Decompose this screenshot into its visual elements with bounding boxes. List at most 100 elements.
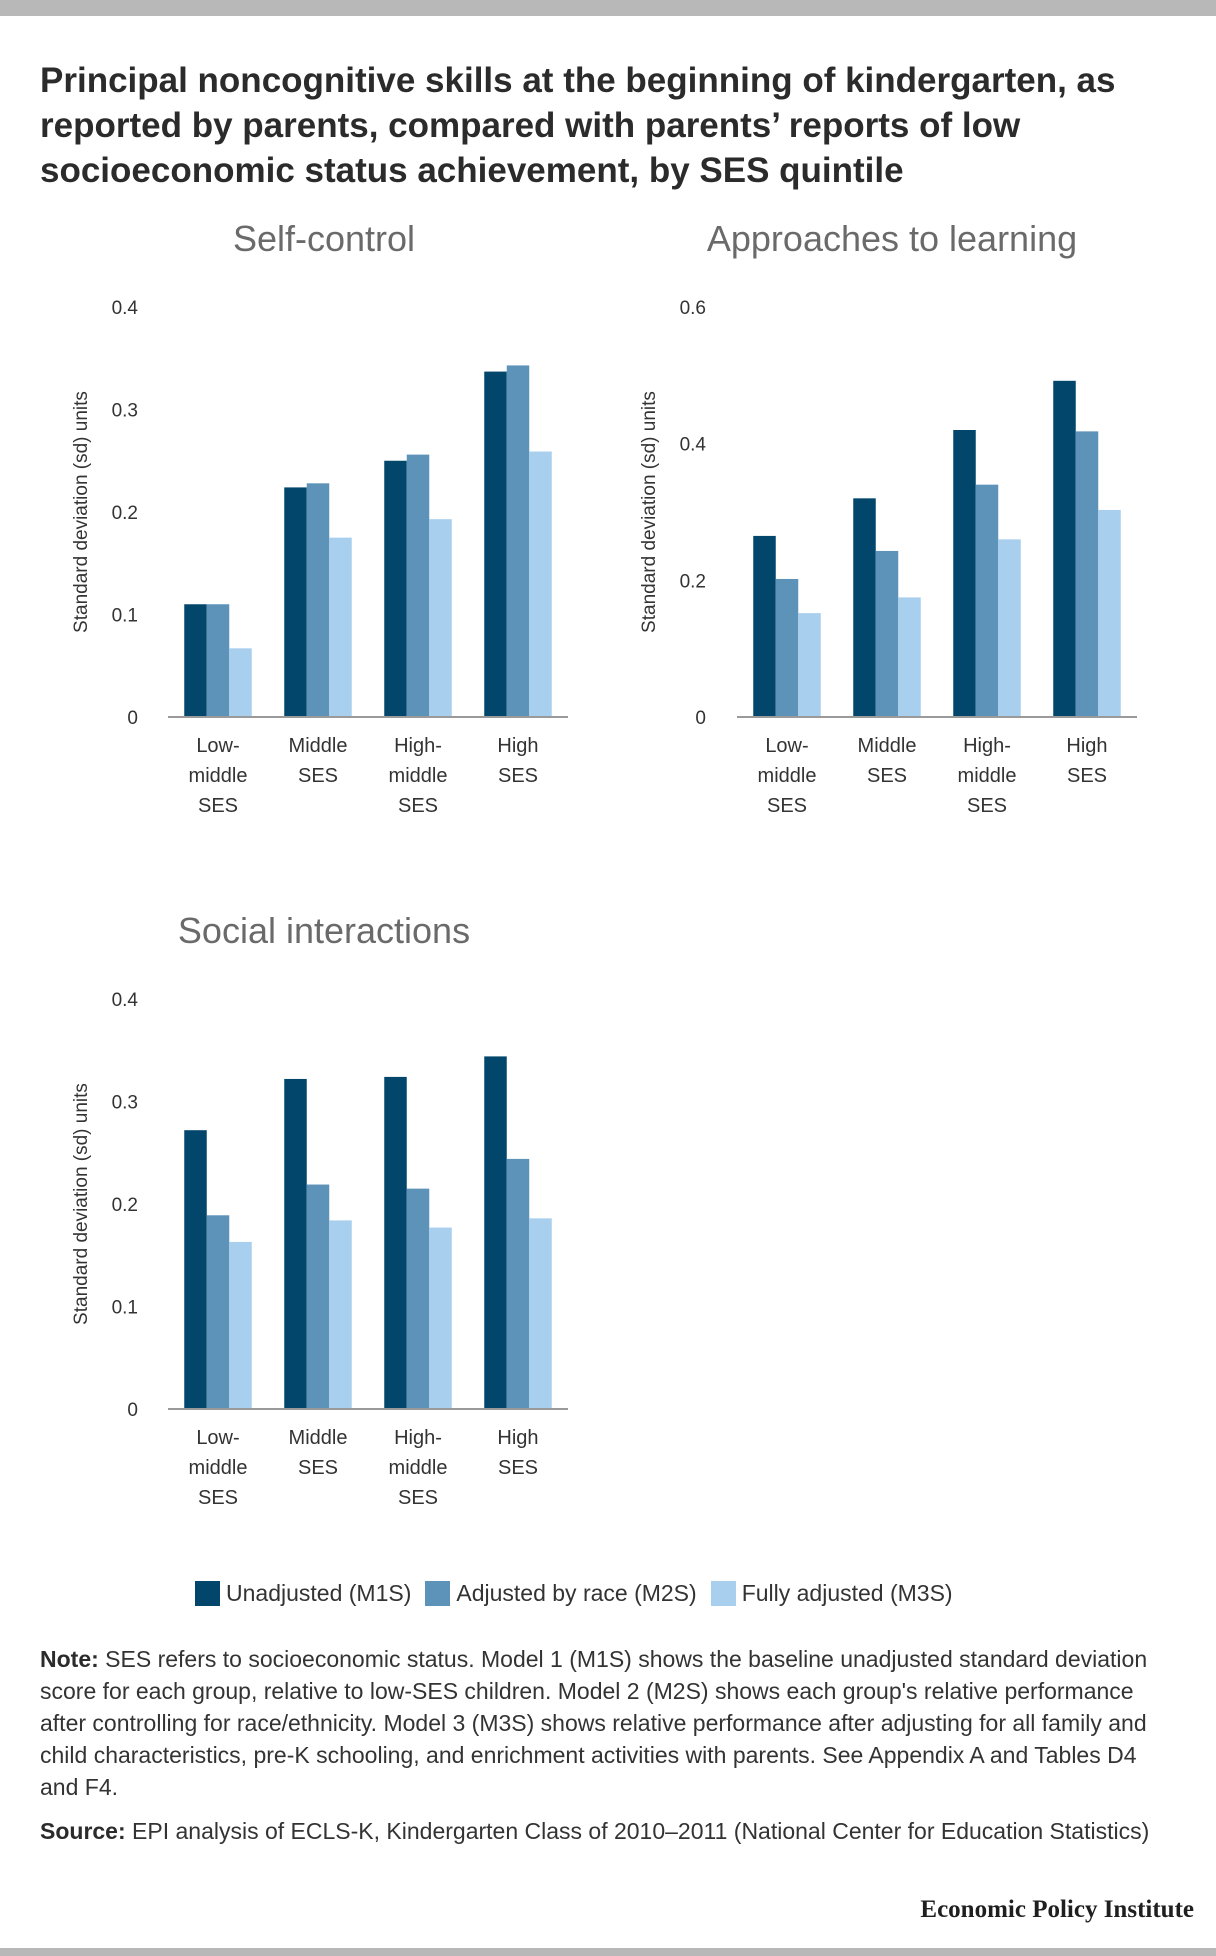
chart2-bar-m1s <box>753 535 776 717</box>
chart2-bar-m3s <box>798 613 821 717</box>
note-text: Note: SES refers to socioeconomic status… <box>40 1643 1180 1803</box>
chart2-bar-m3s <box>998 539 1021 717</box>
chart1-y-axis-label: Standard deviation (sd) units <box>71 391 92 633</box>
legend-label-m1s: Unadjusted (M1S) <box>226 1580 412 1606</box>
legend-item-m3s: Fully adjusted (M3S) <box>710 1580 953 1607</box>
chart2-category-label: middle <box>758 765 817 787</box>
chart1-bar-m3s <box>329 537 352 717</box>
chart1-bar-m3s <box>229 648 252 717</box>
legend-swatch-m3s <box>710 1581 736 1606</box>
chart3-bar-m3s <box>329 1220 352 1409</box>
chart3-ytick-label: 0.3 <box>112 1093 138 1114</box>
bottom-border <box>0 1948 1216 1956</box>
chart3-category-label: middle <box>189 1457 248 1479</box>
legend-swatch-m2s <box>425 1581 451 1606</box>
chart1-bar-m1s <box>284 487 307 717</box>
chart1-ytick-label: 0.1 <box>112 606 138 627</box>
chart3-category-label: SES <box>198 1487 238 1509</box>
chart3-category-label: middle <box>389 1457 448 1479</box>
chart2-bar-m2s <box>1075 431 1099 717</box>
legend: Unadjusted (M1S) Adjusted by race (M2S) … <box>195 1580 953 1607</box>
chart2-bar-m2s <box>875 550 899 717</box>
chart2-bar-m1s <box>853 498 876 717</box>
legend-label-m2s: Adjusted by race (M2S) <box>456 1580 697 1606</box>
chart2-category-label: High <box>1066 735 1107 757</box>
chart1-ytick-label: 0.2 <box>112 503 138 524</box>
source-body: EPI analysis of ECLS-K, Kindergarten Cla… <box>125 1818 1150 1844</box>
chart3-bar-m1s <box>184 1130 207 1409</box>
chart1-category-label: High- <box>394 735 442 757</box>
chart1-bar-m2s <box>506 365 530 717</box>
chart2-ytick-label: 0 <box>695 708 706 729</box>
chart3-category-label: Middle <box>289 1427 348 1449</box>
chart2-bar-m3s <box>898 597 921 717</box>
chart2-bar-m3s <box>1098 509 1121 717</box>
chart2-ytick-label: 0.6 <box>680 298 706 319</box>
chart3-bar-m2s <box>406 1188 430 1409</box>
chart2-bar-m2s <box>775 578 799 717</box>
chart1-category-label: middle <box>389 765 448 787</box>
chart1-ytick-label: 0.3 <box>112 401 138 422</box>
chart3-title: Social interactions <box>178 910 470 951</box>
chart1-category-label: High <box>497 735 538 757</box>
chart3-bar-m2s <box>306 1184 330 1409</box>
chart3-bar-m3s <box>429 1227 452 1409</box>
chart3-bar-m2s <box>506 1158 530 1409</box>
note-label: Note: <box>40 1646 99 1672</box>
chart2-category-label: SES <box>867 765 907 787</box>
chart1-bar-m1s <box>384 460 407 717</box>
chart3-ytick-label: 0.2 <box>112 1195 138 1216</box>
chart2-title: Approaches to learning <box>707 218 1077 259</box>
chart2-category-label: SES <box>767 795 807 817</box>
chart3-category-label: High <box>497 1427 538 1449</box>
chart2-category-label: middle <box>958 765 1017 787</box>
chart2-bar-m2s <box>975 484 999 717</box>
chart3-bar-m2s <box>206 1215 230 1409</box>
charts-canvas: Self-control 0 0.1 0.2 0.3 0.4 Standard deviat… <box>71 218 1137 1509</box>
chart1-category-label: SES <box>398 795 438 817</box>
chart2-category-label: SES <box>967 795 1007 817</box>
chart1-category-label: SES <box>298 765 338 787</box>
chart1-bar-m2s <box>206 604 230 717</box>
chart1-bar-m1s <box>184 604 207 717</box>
chart3-category-label: SES <box>298 1457 338 1479</box>
chart3-bar-m1s <box>384 1076 407 1409</box>
chart3-bar-m1s <box>284 1078 307 1409</box>
chart1-bar-m2s <box>406 454 430 717</box>
chart2-bar-m1s <box>953 430 976 717</box>
chart1-bar-m2s <box>306 483 330 717</box>
top-border <box>0 0 1216 16</box>
chart2-ytick-label: 0.4 <box>680 435 707 456</box>
source-text: Source: EPI analysis of ECLS-K, Kinderga… <box>40 1815 1180 1847</box>
page-title: Principal noncognitive skills at the beg… <box>40 61 1116 190</box>
brand-logo-text: Economic Policy Institute <box>920 1896 1194 1923</box>
chart1-category-label: SES <box>198 795 238 817</box>
chart2-y-axis-label: Standard deviation (sd) units <box>639 391 660 633</box>
chart3-bar-m3s <box>529 1218 552 1409</box>
chart2-category-label: High- <box>963 735 1011 757</box>
note-body: SES refers to socioeconomic status. Mode… <box>40 1646 1148 1800</box>
chart3-ytick-label: 0.1 <box>112 1298 138 1319</box>
chart1-category-label: SES <box>498 765 538 787</box>
source-label: Source: <box>40 1818 126 1844</box>
chart1-category-label: middle <box>189 765 248 787</box>
chart2-ytick-label: 0.2 <box>680 571 706 592</box>
chart3-category-label: Low- <box>196 1427 239 1449</box>
legend-label-m3s: Fully adjusted (M3S) <box>741 1580 953 1606</box>
chart3-ytick-label: 0.4 <box>112 990 139 1011</box>
chart1-category-label: Middle <box>289 735 348 757</box>
chart3-bar-m3s <box>229 1241 252 1409</box>
chart3-bar-m1s <box>484 1056 507 1409</box>
chart1-bar-m3s <box>529 451 552 717</box>
chart2-category-label: Low- <box>765 735 808 757</box>
chart1-title: Self-control <box>233 218 415 259</box>
chart3-category-label: SES <box>498 1457 538 1479</box>
chart2-category-label: SES <box>1067 765 1107 787</box>
chart1-category-label: Low- <box>196 735 239 757</box>
chart2-bar-m1s <box>1053 380 1076 717</box>
chart3-y-axis-label: Standard deviation (sd) units <box>71 1083 92 1325</box>
chart2-category-label: Middle <box>858 735 917 757</box>
chart3-ytick-label: 0 <box>127 1400 138 1421</box>
chart1-ytick-label: 0 <box>127 708 138 729</box>
chart3-category-label: High- <box>394 1427 442 1449</box>
